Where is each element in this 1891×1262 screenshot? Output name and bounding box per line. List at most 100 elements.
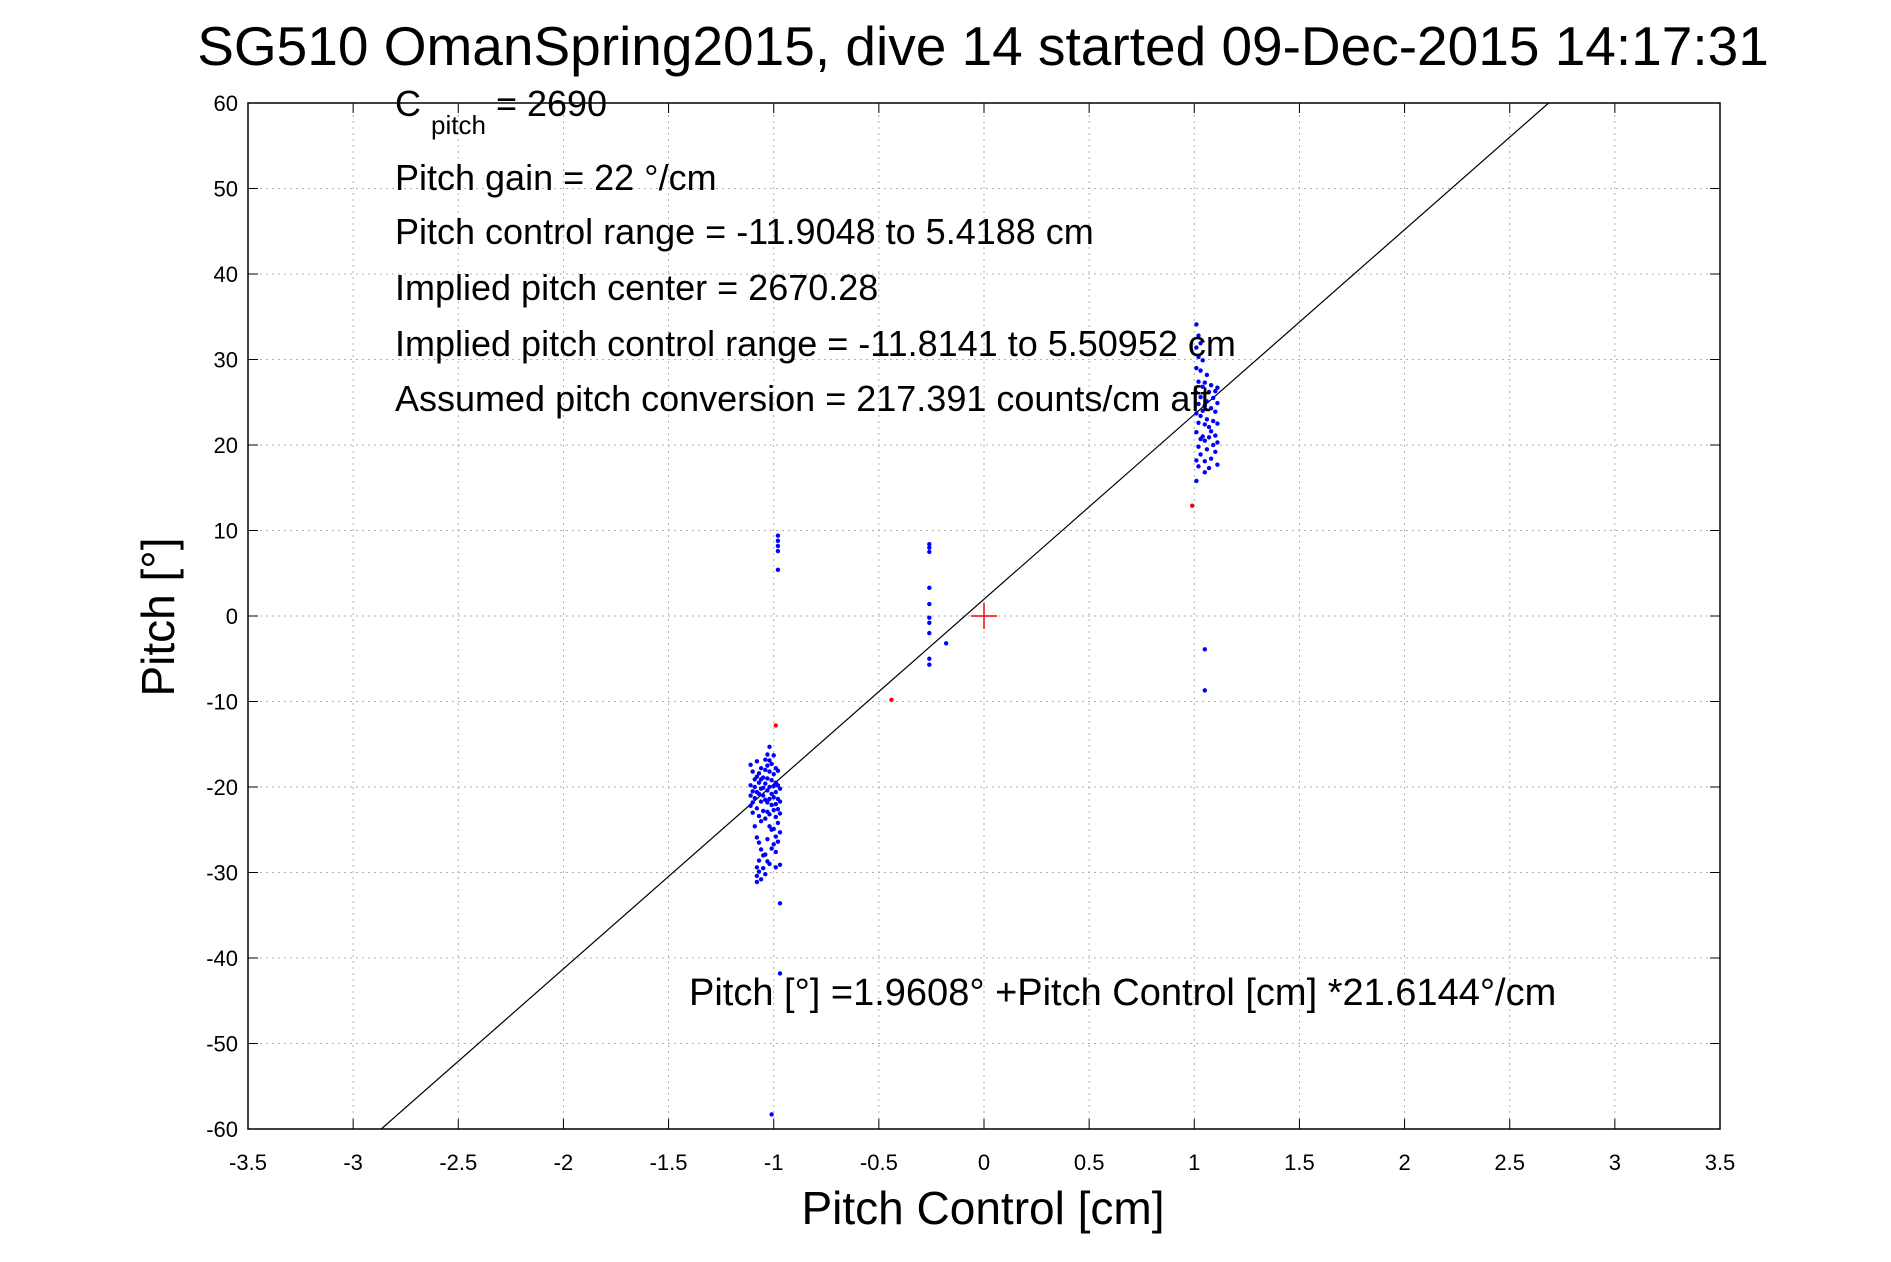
- data-point: [1206, 435, 1212, 440]
- data-point: [1202, 688, 1208, 693]
- data-point: [775, 768, 781, 773]
- data-point: [773, 801, 779, 807]
- data-point: [1198, 341, 1203, 346]
- data-point: [927, 545, 932, 550]
- x-tick-label: -1: [764, 1150, 784, 1175]
- data-point: [1194, 429, 1199, 435]
- data-point: [750, 769, 755, 774]
- data-point: [756, 869, 762, 874]
- data-point: [1198, 368, 1203, 373]
- x-tick-label: -2: [554, 1150, 574, 1175]
- data-point: [1206, 424, 1212, 430]
- data-point: [1194, 345, 1199, 350]
- data-point: [763, 852, 768, 857]
- data-point: [889, 697, 894, 702]
- y-tick-label: -30: [206, 861, 238, 886]
- data-point: [775, 807, 781, 812]
- x-tick-label: -0.5: [860, 1150, 898, 1175]
- data-point: [763, 781, 768, 786]
- data-point: [1204, 417, 1210, 422]
- data-point: [927, 662, 932, 667]
- data-point: [1208, 456, 1214, 461]
- c-pitch-prefix: C: [395, 83, 421, 124]
- data-point: [1208, 382, 1214, 388]
- y-axis-title: Pitch [°]: [132, 537, 184, 696]
- data-point: [1204, 399, 1210, 404]
- y-tick-label: 50: [214, 177, 238, 202]
- data-point: [1194, 411, 1199, 416]
- data-point: [1194, 322, 1199, 327]
- c-pitch-suffix: = 2690: [496, 83, 607, 124]
- data-point: [758, 765, 764, 771]
- data-point: [1200, 358, 1205, 363]
- data-point: [761, 793, 766, 798]
- data-point: [761, 785, 766, 791]
- data-point: [765, 763, 770, 768]
- tick-layer: [247, 102, 1721, 1130]
- data-point: [767, 758, 772, 763]
- point-layer: [748, 322, 1220, 1117]
- data-point: [771, 753, 776, 758]
- data-point: [773, 723, 779, 728]
- data-point: [777, 799, 783, 804]
- data-point: [756, 858, 762, 863]
- chart-title: SG510 OmanSpring2015, dive 14 started 09…: [197, 15, 1769, 77]
- data-point: [943, 641, 949, 646]
- data-point: [769, 761, 774, 767]
- data-point: [1215, 462, 1220, 467]
- data-point: [775, 567, 781, 573]
- x-tick-label: 0: [978, 1150, 990, 1175]
- data-point: [756, 780, 762, 785]
- data-point: [1196, 333, 1201, 338]
- y-tick-label: -50: [206, 1032, 238, 1057]
- data-point: [748, 793, 753, 798]
- y-tick-label: -20: [206, 775, 238, 800]
- data-point: [750, 800, 755, 805]
- data-point: [769, 791, 774, 797]
- data-point: [765, 800, 770, 805]
- data-point: [1204, 372, 1210, 378]
- data-point: [756, 791, 762, 797]
- fit-line-layer: [380, 102, 1550, 1130]
- data-point: [1213, 388, 1218, 394]
- x-tick-label: -1.5: [650, 1150, 688, 1175]
- data-point: [1202, 647, 1208, 652]
- data-point: [754, 873, 760, 879]
- data-point: [1202, 403, 1208, 408]
- data-point: [767, 744, 772, 750]
- data-point: [1196, 379, 1201, 384]
- data-point: [756, 813, 762, 819]
- y-tick-label: 20: [214, 433, 238, 458]
- data-point: [765, 788, 770, 793]
- data-point: [1202, 459, 1208, 464]
- data-point: [1215, 421, 1220, 426]
- data-point: [927, 549, 932, 555]
- data-point: [927, 656, 932, 661]
- pitch-control-range-annotation: Pitch control range = -11.9048 to 5.4188…: [395, 211, 1094, 252]
- assumed-pitch-conversion-annotation: Assumed pitch conversion = 217.391 count…: [395, 378, 1210, 419]
- data-point: [754, 835, 760, 840]
- data-point: [754, 759, 760, 764]
- data-point: [754, 879, 760, 885]
- data-point: [777, 786, 783, 791]
- y-tick-label: -10: [206, 690, 238, 715]
- data-point: [927, 615, 932, 620]
- x-axis-title: Pitch Control [cm]: [802, 1182, 1165, 1234]
- regression-equation: Pitch [°] =1.9608° +Pitch Control [cm] *…: [689, 972, 1556, 1014]
- data-point: [754, 806, 760, 811]
- data-point: [1202, 470, 1208, 475]
- data-point: [1211, 395, 1216, 401]
- data-point: [777, 830, 783, 835]
- data-point: [1204, 447, 1210, 452]
- data-point: [1198, 413, 1203, 419]
- data-point: [769, 1112, 774, 1117]
- data-point: [1211, 418, 1216, 424]
- data-point: [769, 802, 774, 808]
- data-point: [752, 784, 757, 790]
- y-tick-label: 60: [214, 91, 238, 116]
- data-point: [777, 862, 783, 868]
- data-point: [1194, 478, 1199, 484]
- data-point: [1200, 408, 1205, 413]
- data-point: [758, 847, 764, 852]
- data-point: [775, 820, 781, 826]
